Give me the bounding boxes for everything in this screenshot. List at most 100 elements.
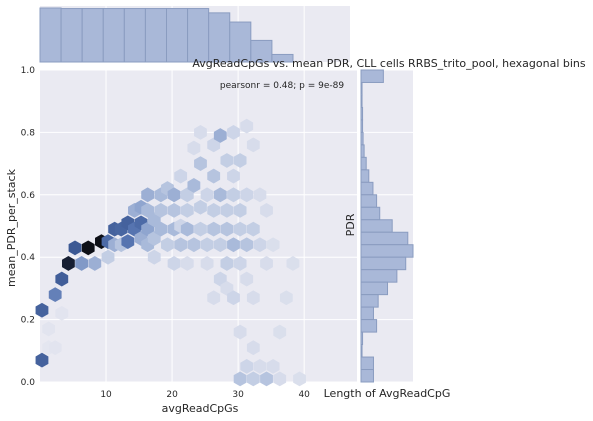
hexbin-cell: [260, 203, 273, 218]
marginal-y-bar: [360, 169, 370, 183]
hexbin-cell: [240, 187, 254, 203]
hexbin-cell: [161, 237, 174, 253]
x-tick-label: 10: [100, 390, 112, 400]
marginal-y-xlabel: Length of AvgReadCpG: [324, 387, 451, 400]
marginal-y-bar: [360, 356, 374, 371]
marginal-y-bar: [360, 181, 374, 196]
hexbin-cell: [253, 359, 267, 374]
hexbin-cell: [187, 140, 201, 156]
marginal-y-bar: [360, 231, 409, 246]
hexbin-cell: [207, 137, 221, 153]
hexbin-cell: [220, 221, 234, 237]
hexbin-cell: [246, 371, 260, 387]
marginal-x-bar: [144, 8, 168, 63]
hexbin-cell: [253, 237, 267, 253]
hexbin-cell: [240, 118, 254, 134]
hexbin-cell: [200, 237, 214, 253]
hexbin-cell: [246, 221, 260, 237]
hexbin-cell: [273, 371, 287, 387]
marginal-y-bar: [360, 244, 414, 258]
marginal-x-bar: [166, 8, 189, 63]
marginal-y-label: PDR: [344, 213, 357, 236]
hexbin-cell: [147, 249, 161, 265]
hexbin-cell: [286, 256, 300, 271]
hexbin-cell: [180, 187, 194, 203]
marginal-y-bars: [360, 69, 414, 383]
hexbin-cell: [220, 153, 234, 168]
hexbin-cell: [147, 231, 161, 246]
marginal-x-histogram: [39, 6, 350, 63]
marginal-y-bar: [360, 344, 363, 358]
hexbin-cell: [48, 287, 62, 303]
marginal-y-bar: [360, 194, 378, 208]
y-tick-label: 1.0: [21, 66, 36, 76]
hexbin-cell: [180, 221, 194, 237]
marginal-y-bar: [360, 206, 381, 221]
hexbin-cells: [35, 118, 306, 387]
hexbin-cell: [167, 256, 181, 271]
hexbin-cell: [220, 281, 234, 296]
marginal-x-bar: [39, 7, 62, 63]
hexbin-cell: [174, 168, 188, 184]
hexbin-cell: [246, 137, 260, 153]
hexbin-cell: [240, 271, 254, 287]
hexbin-cell: [167, 187, 181, 203]
marginal-x-bar: [102, 8, 125, 63]
marginal-y-bar: [360, 144, 365, 158]
marginal-x-bar: [229, 21, 252, 63]
hexbin-cell: [180, 256, 194, 271]
hexbin-cell: [227, 187, 240, 203]
hexbin-cell: [141, 203, 155, 218]
hexbin-cell: [154, 203, 168, 218]
marginal-y-bar: [360, 131, 364, 146]
hexbin-cell: [293, 371, 306, 387]
marginal-y-bar: [360, 219, 393, 233]
hexbin-cell: [207, 203, 221, 218]
y-tick-labels: 0.0 0.2 0.4 0.6 0.8 1.0: [21, 66, 36, 388]
marginal-y-histogram: PDR Length of AvgReadCpG: [324, 69, 451, 400]
marginal-y-bar: [360, 319, 378, 333]
hexbin-cell: [180, 203, 194, 218]
x-tick-label: 40: [298, 390, 310, 400]
hexbin-cell: [227, 125, 240, 140]
y-tick-label: 0.4: [21, 253, 36, 263]
marginal-y-bar: [360, 294, 379, 308]
marginal-y-bar: [360, 119, 364, 133]
hexbin-cell: [227, 237, 240, 253]
hexbin-axes: 10 20 30 40 0.00.20.40.60.81.0 avgReadCpGs …: [5, 66, 357, 415]
hexbin-cell: [141, 221, 155, 237]
marginal-x-bars: [39, 7, 294, 63]
x-axis-label: avgReadCpGs: [162, 402, 239, 415]
hexbin-cell: [240, 359, 254, 374]
hexbin-cell: [194, 125, 207, 140]
hexbin-cell: [213, 187, 227, 203]
hexbin-cell: [227, 168, 240, 184]
marginal-x-bar: [123, 8, 146, 63]
marginal-x-bar: [60, 8, 83, 63]
marginal-y-bar: [360, 281, 389, 296]
hexbin-cell: [121, 234, 135, 249]
hexbin-cell: [174, 237, 188, 253]
y-axis-label: mean_PDR_per_stack: [5, 168, 18, 287]
hexbin-cell: [194, 221, 207, 237]
marginal-x-bar: [187, 8, 210, 63]
marginal-x-bar: [81, 8, 104, 63]
hexbin-cell: [187, 178, 201, 193]
x-tick-label: 20: [166, 390, 178, 400]
pearson-annotation: pearsonr = 0.48; p = 9e-89: [220, 81, 344, 91]
marginal-y-bar: [360, 331, 364, 346]
hexbin-cell: [246, 290, 260, 306]
hexbin-cell: [42, 321, 55, 337]
hexbin-cell: [266, 359, 280, 374]
hexbin-cell: [81, 240, 95, 256]
hexbin-cell: [266, 237, 280, 253]
hexbin-cell: [55, 271, 69, 287]
hexbin-cell: [220, 256, 234, 271]
hexbin-cell: [35, 302, 49, 318]
hexbin-cell: [213, 237, 227, 253]
hexbin-cell: [246, 340, 260, 356]
marginal-y-bar: [360, 269, 398, 283]
hexbin-cell: [233, 203, 247, 218]
hexbin-cell: [207, 168, 221, 184]
